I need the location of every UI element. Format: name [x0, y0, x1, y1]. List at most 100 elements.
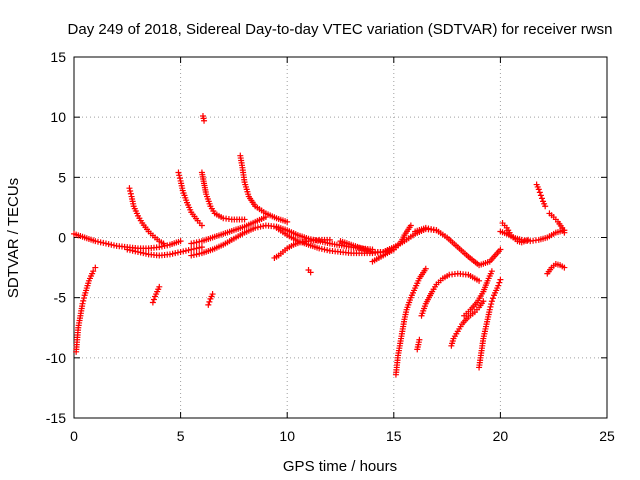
data-point [486, 306, 493, 313]
data-point [488, 298, 495, 305]
data-point [487, 303, 494, 310]
data-point [425, 225, 432, 232]
data-point [188, 240, 195, 247]
series-arc-rise-2.6 [126, 185, 167, 247]
data-point [489, 295, 496, 302]
data-point [94, 238, 101, 245]
data-point [164, 242, 171, 249]
data-point [140, 250, 147, 257]
series-arc-low-3 [124, 244, 205, 259]
data-point [326, 236, 333, 243]
data-point [92, 264, 99, 271]
data-point [284, 218, 291, 225]
y-axis-title: SDTVAR / TECUs [5, 178, 22, 298]
data-point [407, 222, 414, 229]
data-point [79, 300, 86, 307]
data-point [561, 264, 568, 271]
x-tick-label: 5 [177, 428, 185, 444]
x-tick-label: 25 [599, 428, 615, 444]
y-tick-label: 0 [58, 230, 66, 246]
series-arc-up-to-9 [188, 214, 269, 247]
data-point [241, 216, 248, 223]
data-point [80, 295, 87, 302]
data-point [185, 247, 192, 254]
data-point [137, 249, 144, 256]
data-point [150, 296, 157, 303]
data-point [127, 187, 134, 194]
series-arc-dip-9.5 [271, 236, 333, 261]
data-point [134, 248, 141, 255]
series-arc-22.2-low [544, 260, 568, 277]
data-point [318, 245, 325, 252]
data-point [209, 291, 216, 298]
data-point [193, 239, 200, 246]
data-point [177, 248, 184, 255]
data-point [535, 186, 542, 193]
data-points [71, 112, 568, 378]
data-point [175, 169, 182, 176]
data-point [537, 192, 544, 199]
chart-title: Day 249 of 2018, Sidereal Day-to-day VTE… [68, 21, 613, 38]
series-arc-drop-0 [73, 264, 99, 355]
y-tick-label: -15 [46, 410, 66, 426]
data-point [416, 336, 423, 343]
data-point [149, 299, 156, 306]
data-point [196, 250, 203, 257]
data-point [196, 244, 203, 251]
axis-ticks: 0 5 10 15 20 25 15 10 5 0 -5 -10 -15 [46, 49, 615, 444]
data-point [166, 251, 173, 258]
series-arc-drop-19 [476, 276, 504, 371]
data-point [105, 241, 112, 248]
data-point [480, 298, 487, 305]
data-point [172, 250, 179, 257]
data-point [92, 238, 99, 245]
series-arc-16.3 [418, 270, 483, 319]
data-point [324, 247, 331, 254]
data-point [430, 226, 437, 233]
data-point [97, 239, 104, 246]
data-point [497, 246, 504, 253]
series-cluster-16.1 [414, 336, 423, 353]
data-point [127, 190, 134, 197]
data-point [193, 245, 200, 252]
series-arc-20.2 [499, 220, 532, 246]
data-point [254, 224, 261, 231]
data-point [188, 252, 195, 259]
data-point [190, 245, 197, 252]
series-arc-drop-17.7 [448, 298, 487, 349]
series-cluster-6.4 [205, 291, 216, 308]
data-point [156, 283, 163, 290]
data-point [257, 223, 264, 230]
data-point [188, 246, 195, 253]
x-tick-label: 0 [70, 428, 78, 444]
data-point [488, 268, 495, 275]
data-point [110, 242, 117, 249]
grid [74, 57, 607, 418]
data-point [132, 248, 139, 255]
data-point [561, 229, 568, 236]
data-point [252, 224, 259, 231]
data-point [542, 203, 549, 210]
data-point [176, 172, 183, 179]
data-point [201, 117, 208, 124]
data-point [129, 247, 136, 254]
data-point [422, 265, 429, 272]
data-point [428, 226, 435, 233]
data-point [169, 250, 176, 257]
series-arc-21.7 [533, 181, 549, 210]
data-point [538, 195, 545, 202]
data-point [198, 244, 205, 251]
data-point [198, 222, 205, 229]
data-point [495, 282, 502, 289]
data-point [156, 244, 163, 251]
series-arc-rise-6 [198, 169, 248, 223]
data-point [108, 241, 115, 248]
data-point [124, 246, 131, 253]
data-point [90, 268, 97, 275]
data-point [100, 239, 107, 246]
data-point [174, 249, 181, 256]
data-point [422, 224, 429, 231]
series-arc-14.8-rise [369, 222, 414, 265]
data-point [160, 240, 167, 247]
